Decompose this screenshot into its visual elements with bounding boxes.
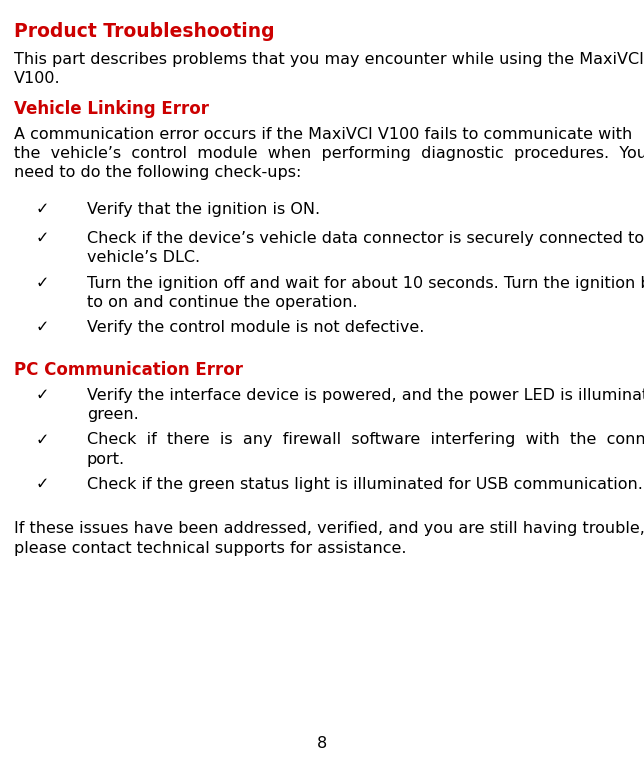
Text: Vehicle Linking Error: Vehicle Linking Error (14, 100, 209, 118)
Text: ✓: ✓ (35, 231, 49, 247)
Text: ✓: ✓ (35, 432, 49, 448)
Text: ✓: ✓ (35, 202, 49, 217)
Text: A communication error occurs if the MaxiVCI V100 fails to communicate with
the  : A communication error occurs if the Maxi… (14, 127, 644, 180)
Text: Check if the green status light is illuminated for USB communication.: Check if the green status light is illum… (87, 477, 643, 492)
Text: Product Troubleshooting: Product Troubleshooting (14, 22, 275, 41)
Text: 8: 8 (317, 736, 327, 751)
Text: This part describes problems that you may encounter while using the MaxiVCI
V100: This part describes problems that you ma… (14, 52, 644, 87)
Text: ✓: ✓ (35, 320, 49, 336)
Text: Verify the control module is not defective.: Verify the control module is not defecti… (87, 320, 424, 336)
Text: ✓: ✓ (35, 388, 49, 403)
Text: ✓: ✓ (35, 276, 49, 291)
Text: Check  if  there  is  any  firewall  software  interfering  with  the  connectio: Check if there is any firewall software … (87, 432, 644, 467)
Text: ✓: ✓ (35, 477, 49, 492)
Text: Turn the ignition off and wait for about 10 seconds. Turn the ignition back
to o: Turn the ignition off and wait for about… (87, 276, 644, 310)
Text: If these issues have been addressed, verified, and you are still having trouble,: If these issues have been addressed, ver… (14, 521, 644, 556)
Text: Verify the interface device is powered, and the power LED is illuminated
green.: Verify the interface device is powered, … (87, 388, 644, 422)
Text: PC Communication Error: PC Communication Error (14, 361, 243, 379)
Text: Verify that the ignition is ON.: Verify that the ignition is ON. (87, 202, 320, 217)
Text: Check if the device’s vehicle data connector is securely connected to the
vehicl: Check if the device’s vehicle data conne… (87, 231, 644, 266)
